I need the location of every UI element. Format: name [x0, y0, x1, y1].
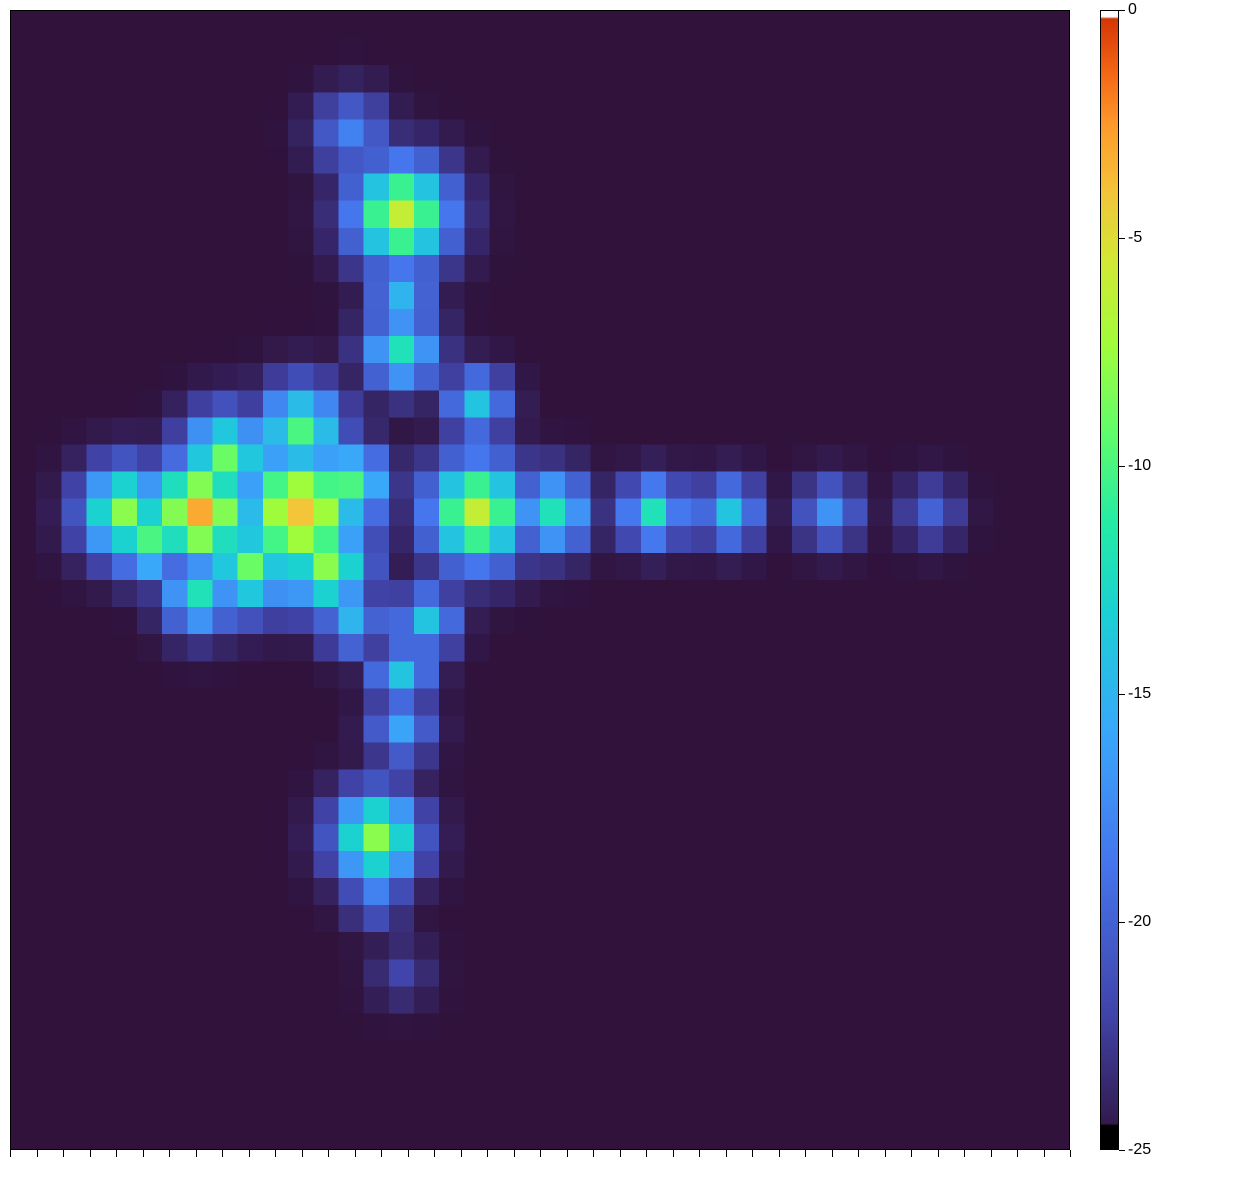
x-tick	[116, 1150, 117, 1157]
x-tick	[673, 1150, 674, 1157]
colorbar-tick: -25	[1119, 1141, 1151, 1159]
colorbar: 0-5-10-15-20-25	[1100, 10, 1150, 1150]
x-axis-ticks	[10, 1150, 1070, 1162]
x-tick	[90, 1150, 91, 1157]
colorbar-tick-mark	[1119, 238, 1125, 239]
x-tick	[1017, 1150, 1018, 1157]
colorbar-tick: 0	[1119, 1, 1137, 19]
x-tick	[620, 1150, 621, 1157]
plot-row: 0-5-10-15-20-25	[10, 10, 1227, 1150]
x-tick	[593, 1150, 594, 1157]
colorbar-tick-mark	[1119, 10, 1125, 11]
colorbar-tick-mark	[1119, 1150, 1125, 1151]
x-tick	[832, 1150, 833, 1157]
x-tick	[726, 1150, 727, 1157]
colorbar-tick: -15	[1119, 685, 1151, 703]
x-tick	[302, 1150, 303, 1157]
colorbar-tick-mark	[1119, 922, 1125, 923]
x-tick	[779, 1150, 780, 1157]
colorbar-tick-label: -10	[1128, 457, 1151, 475]
x-tick	[63, 1150, 64, 1157]
colorbar-tick: -20	[1119, 913, 1151, 931]
colorbar-tick-label: -25	[1128, 1141, 1151, 1159]
x-tick	[964, 1150, 965, 1157]
colorbar-tick-label: 0	[1128, 1, 1137, 19]
x-tick	[540, 1150, 541, 1157]
colorbar-tick-label: -20	[1128, 913, 1151, 931]
x-tick	[275, 1150, 276, 1157]
figure-container: 0 -5 -10 -15 -20 -25	[0, 0, 1237, 1185]
x-tick	[514, 1150, 515, 1157]
colorbar-tick-label: -5	[1128, 229, 1142, 247]
colorbar-gradient	[1100, 10, 1119, 1150]
x-tick	[805, 1150, 806, 1157]
heatmap-canvas	[11, 11, 1069, 1149]
x-tick	[169, 1150, 170, 1157]
x-tick	[328, 1150, 329, 1157]
x-tick	[938, 1150, 939, 1157]
colorbar-tick-mark	[1119, 694, 1125, 695]
x-tick	[885, 1150, 886, 1157]
x-tick	[10, 1150, 11, 1157]
x-tick	[1070, 1150, 1071, 1157]
x-tick	[408, 1150, 409, 1157]
x-tick	[1044, 1150, 1045, 1157]
x-tick	[991, 1150, 992, 1157]
heatmap-panel	[10, 10, 1070, 1150]
colorbar-tick-mark	[1119, 466, 1125, 467]
colorbar-canvas	[1101, 11, 1118, 1149]
x-tick	[911, 1150, 912, 1157]
x-tick	[858, 1150, 859, 1157]
x-tick	[752, 1150, 753, 1157]
x-tick	[196, 1150, 197, 1157]
x-tick	[646, 1150, 647, 1157]
colorbar-tick: -10	[1119, 457, 1151, 475]
x-tick	[461, 1150, 462, 1157]
x-tick	[249, 1150, 250, 1157]
x-tick	[434, 1150, 435, 1157]
x-tick	[699, 1150, 700, 1157]
colorbar-ticks: 0-5-10-15-20-25	[1119, 10, 1150, 1150]
x-tick	[355, 1150, 356, 1157]
x-tick	[487, 1150, 488, 1157]
x-tick	[222, 1150, 223, 1157]
x-tick	[567, 1150, 568, 1157]
colorbar-tick: -5	[1119, 229, 1142, 247]
colorbar-tick-label: -15	[1128, 685, 1151, 703]
x-tick	[143, 1150, 144, 1157]
x-tick	[37, 1150, 38, 1157]
x-tick	[381, 1150, 382, 1157]
